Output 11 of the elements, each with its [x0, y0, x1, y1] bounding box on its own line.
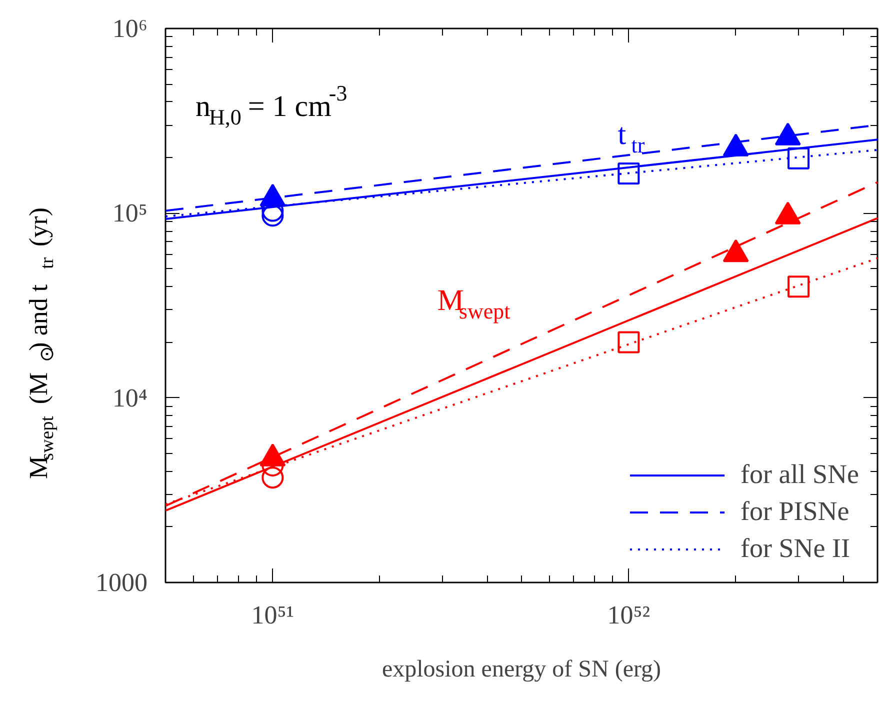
y-axis-title: Mswept (M⊙) and ttr (yr): [24, 207, 58, 480]
y-tick-label: 10⁵: [112, 198, 148, 228]
y-tick-label: 10⁴: [112, 383, 148, 412]
legend-label: for all SNe: [740, 459, 859, 490]
x-axis-title: explosion energy of SN (erg): [382, 656, 662, 682]
x-tick-label: 10⁵¹: [251, 600, 294, 630]
y-tick-label: 1000: [96, 568, 148, 597]
legend-label: for SNe II: [740, 533, 850, 564]
x-tick-label: 10⁵²: [607, 600, 650, 630]
y-tick-label: 10⁶: [112, 14, 148, 43]
legend-label: for PISNe: [740, 496, 850, 527]
